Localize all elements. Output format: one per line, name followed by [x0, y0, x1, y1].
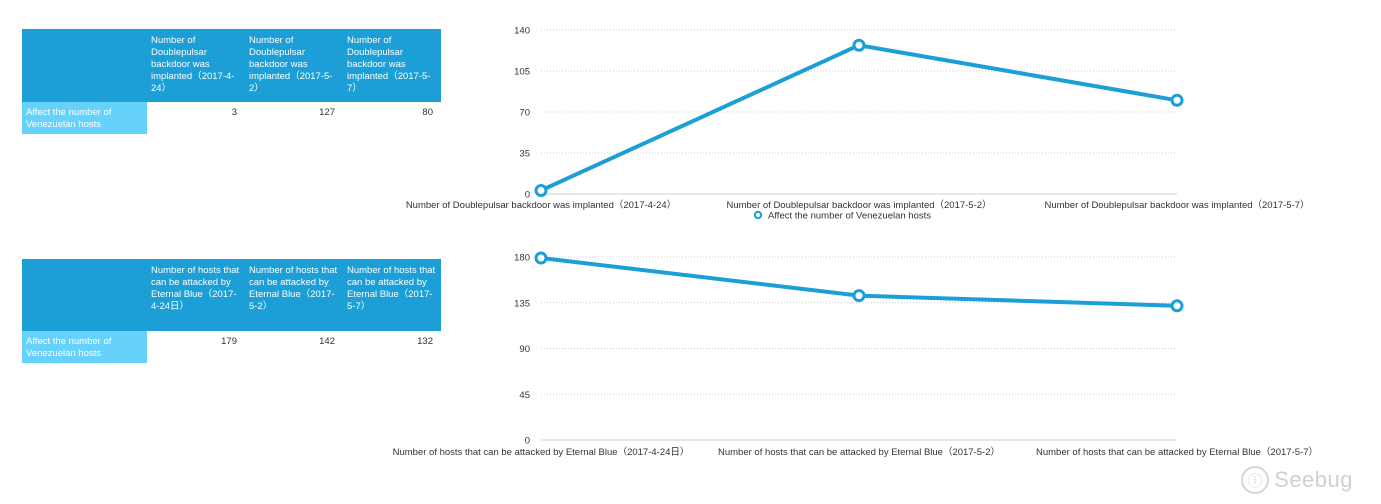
x-tick-label: Number of Doublepulsar backdoor was impl…: [726, 199, 991, 211]
data-point[interactable]: [852, 289, 866, 303]
data-point[interactable]: [852, 38, 866, 52]
seebug-watermark: ⓘ Seebug: [1241, 466, 1353, 494]
table-column-header: Number of hosts that can be attacked by …: [245, 259, 343, 331]
data-point[interactable]: [1170, 93, 1184, 107]
data-point[interactable]: [534, 251, 548, 265]
table-cell: 179: [221, 336, 237, 347]
seebug-logo-icon: ⓘ: [1241, 466, 1270, 494]
table-column-header: Number of Doublepulsar backdoor was impl…: [245, 29, 343, 102]
table-column-header: Number of hosts that can be attacked by …: [147, 259, 245, 331]
y-tick-label: 180: [514, 253, 530, 264]
y-tick-label: 0: [525, 436, 530, 447]
data-point[interactable]: [534, 183, 548, 197]
eternal-blue-line-chart: 0 45 90 135 180 Number of hosts that can be a…: [393, 251, 1318, 458]
table-corner-cell: [22, 259, 147, 331]
table-row-header: Affect the number of Venezuelan hosts: [22, 331, 147, 363]
y-tick-label: 0: [525, 190, 530, 201]
x-tick-label: Number of hosts that can be attacked by …: [1036, 446, 1318, 458]
eternal-blue-table: Number of hosts that can be attacked by …: [22, 259, 441, 363]
y-tick-label: 70: [519, 108, 530, 119]
y-tick-label: 90: [519, 344, 530, 355]
y-tick-label: 135: [514, 298, 530, 309]
doublepulsar-line-chart: 0 35 70 105 140 Number of Doublepulsar backdo…: [406, 26, 1310, 222]
table-column-header: Number of Doublepulsar backdoor was impl…: [147, 29, 245, 102]
x-tick-label: Number of Doublepulsar backdoor was impl…: [1044, 199, 1309, 211]
table-corner-cell: [22, 29, 147, 102]
y-tick-label: 140: [514, 26, 530, 37]
table-cell: 142: [319, 336, 335, 347]
table-cell: 80: [422, 107, 433, 118]
doublepulsar-table: Number of Doublepulsar backdoor was impl…: [22, 29, 441, 134]
table-column-header: Number of Doublepulsar backdoor was impl…: [343, 29, 441, 102]
legend-marker: [753, 210, 763, 220]
x-tick-label: Number of hosts that can be attacked by …: [393, 446, 690, 458]
y-tick-label: 45: [519, 390, 530, 401]
table-row-header: Affect the number of Venezuelan hosts: [22, 102, 147, 134]
table-cell: 3: [231, 107, 237, 118]
table-column-header: Number of hosts that can be attacked by …: [343, 259, 441, 331]
x-tick-label: Number of Doublepulsar backdoor was impl…: [406, 199, 676, 211]
series-line: [539, 43, 1179, 193]
watermark-text: Seebug: [1274, 467, 1353, 492]
x-tick-label: Number of hosts that can be attacked by …: [718, 446, 1000, 458]
data-point[interactable]: [1170, 299, 1184, 313]
y-tick-label: 105: [514, 67, 530, 78]
table-cell: 127: [319, 107, 335, 118]
y-tick-label: 35: [519, 149, 530, 160]
legend-label: Affect the number of Venezuelan hosts: [768, 211, 931, 222]
table-cell: 132: [417, 336, 433, 347]
